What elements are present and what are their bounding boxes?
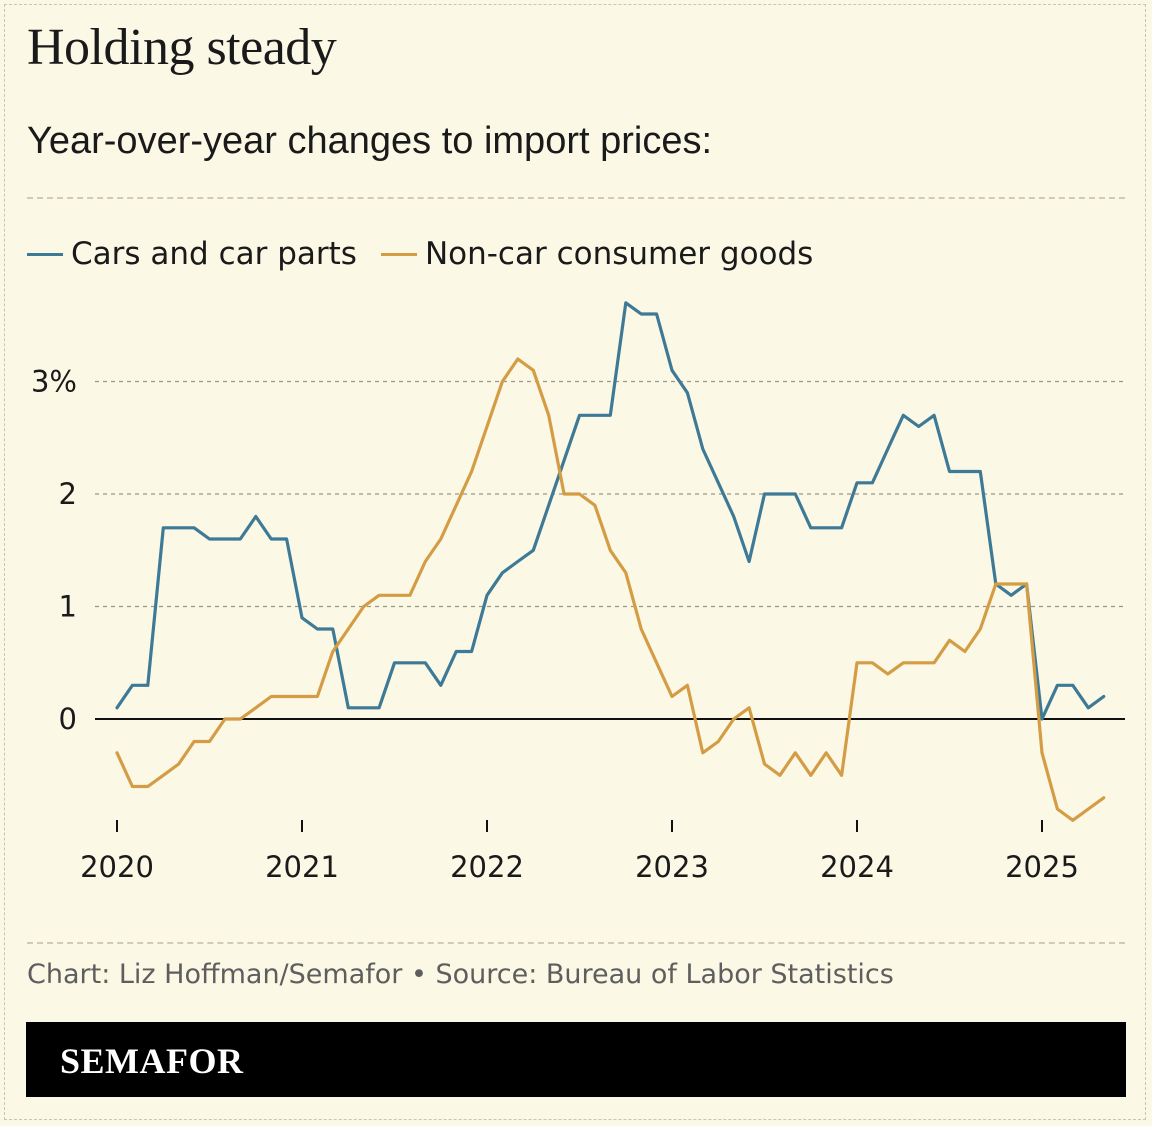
- y-tick-label-1: 1: [59, 590, 77, 624]
- series-line-noncar: [115, 357, 1106, 822]
- legend-item-cars: Cars and car parts: [27, 236, 357, 272]
- x-tick-label-2025: 2025: [1005, 850, 1079, 884]
- x-tick-label-2022: 2022: [450, 850, 524, 884]
- y-tick-label-3: 3%: [31, 365, 77, 399]
- brand-logo: SEMAFOR: [60, 1041, 244, 1081]
- legend-label-cars: Cars and car parts: [71, 236, 357, 272]
- legend-swatch-cars: [27, 252, 63, 256]
- chart-subtitle: Year-over-year changes to import prices:: [27, 120, 713, 162]
- legend-swatch-noncar: [380, 252, 417, 256]
- legend-label-noncar: Non-car consumer goods: [424, 236, 814, 272]
- legend-item-noncar: Non-car consumer goods: [380, 236, 814, 272]
- chart-frame: [4, 4, 1146, 1120]
- x-tick-label-2024: 2024: [820, 850, 894, 884]
- line-chart: 0 1 2 3% 2020 2021 2022 2023 2024 2025: [31, 301, 1125, 884]
- chart-title: Holding steady: [27, 19, 337, 76]
- brand-bar: SEMAFOR: [26, 1022, 1126, 1097]
- x-tick-label-2020: 2020: [80, 850, 154, 884]
- y-tick-label-2: 2: [59, 477, 77, 511]
- x-tick-label-2023: 2023: [635, 850, 709, 884]
- top-divider: [27, 197, 1125, 199]
- series-line-cars: [115, 301, 1106, 721]
- bottom-divider: [27, 942, 1125, 944]
- x-tick-label-2021: 2021: [265, 850, 339, 884]
- legend: Cars and car parts Non-car consumer good…: [27, 236, 837, 272]
- source-note: Chart: Liz Hoffman/Semafor • Source: Bur…: [27, 959, 894, 990]
- y-tick-label-0: 0: [59, 702, 77, 736]
